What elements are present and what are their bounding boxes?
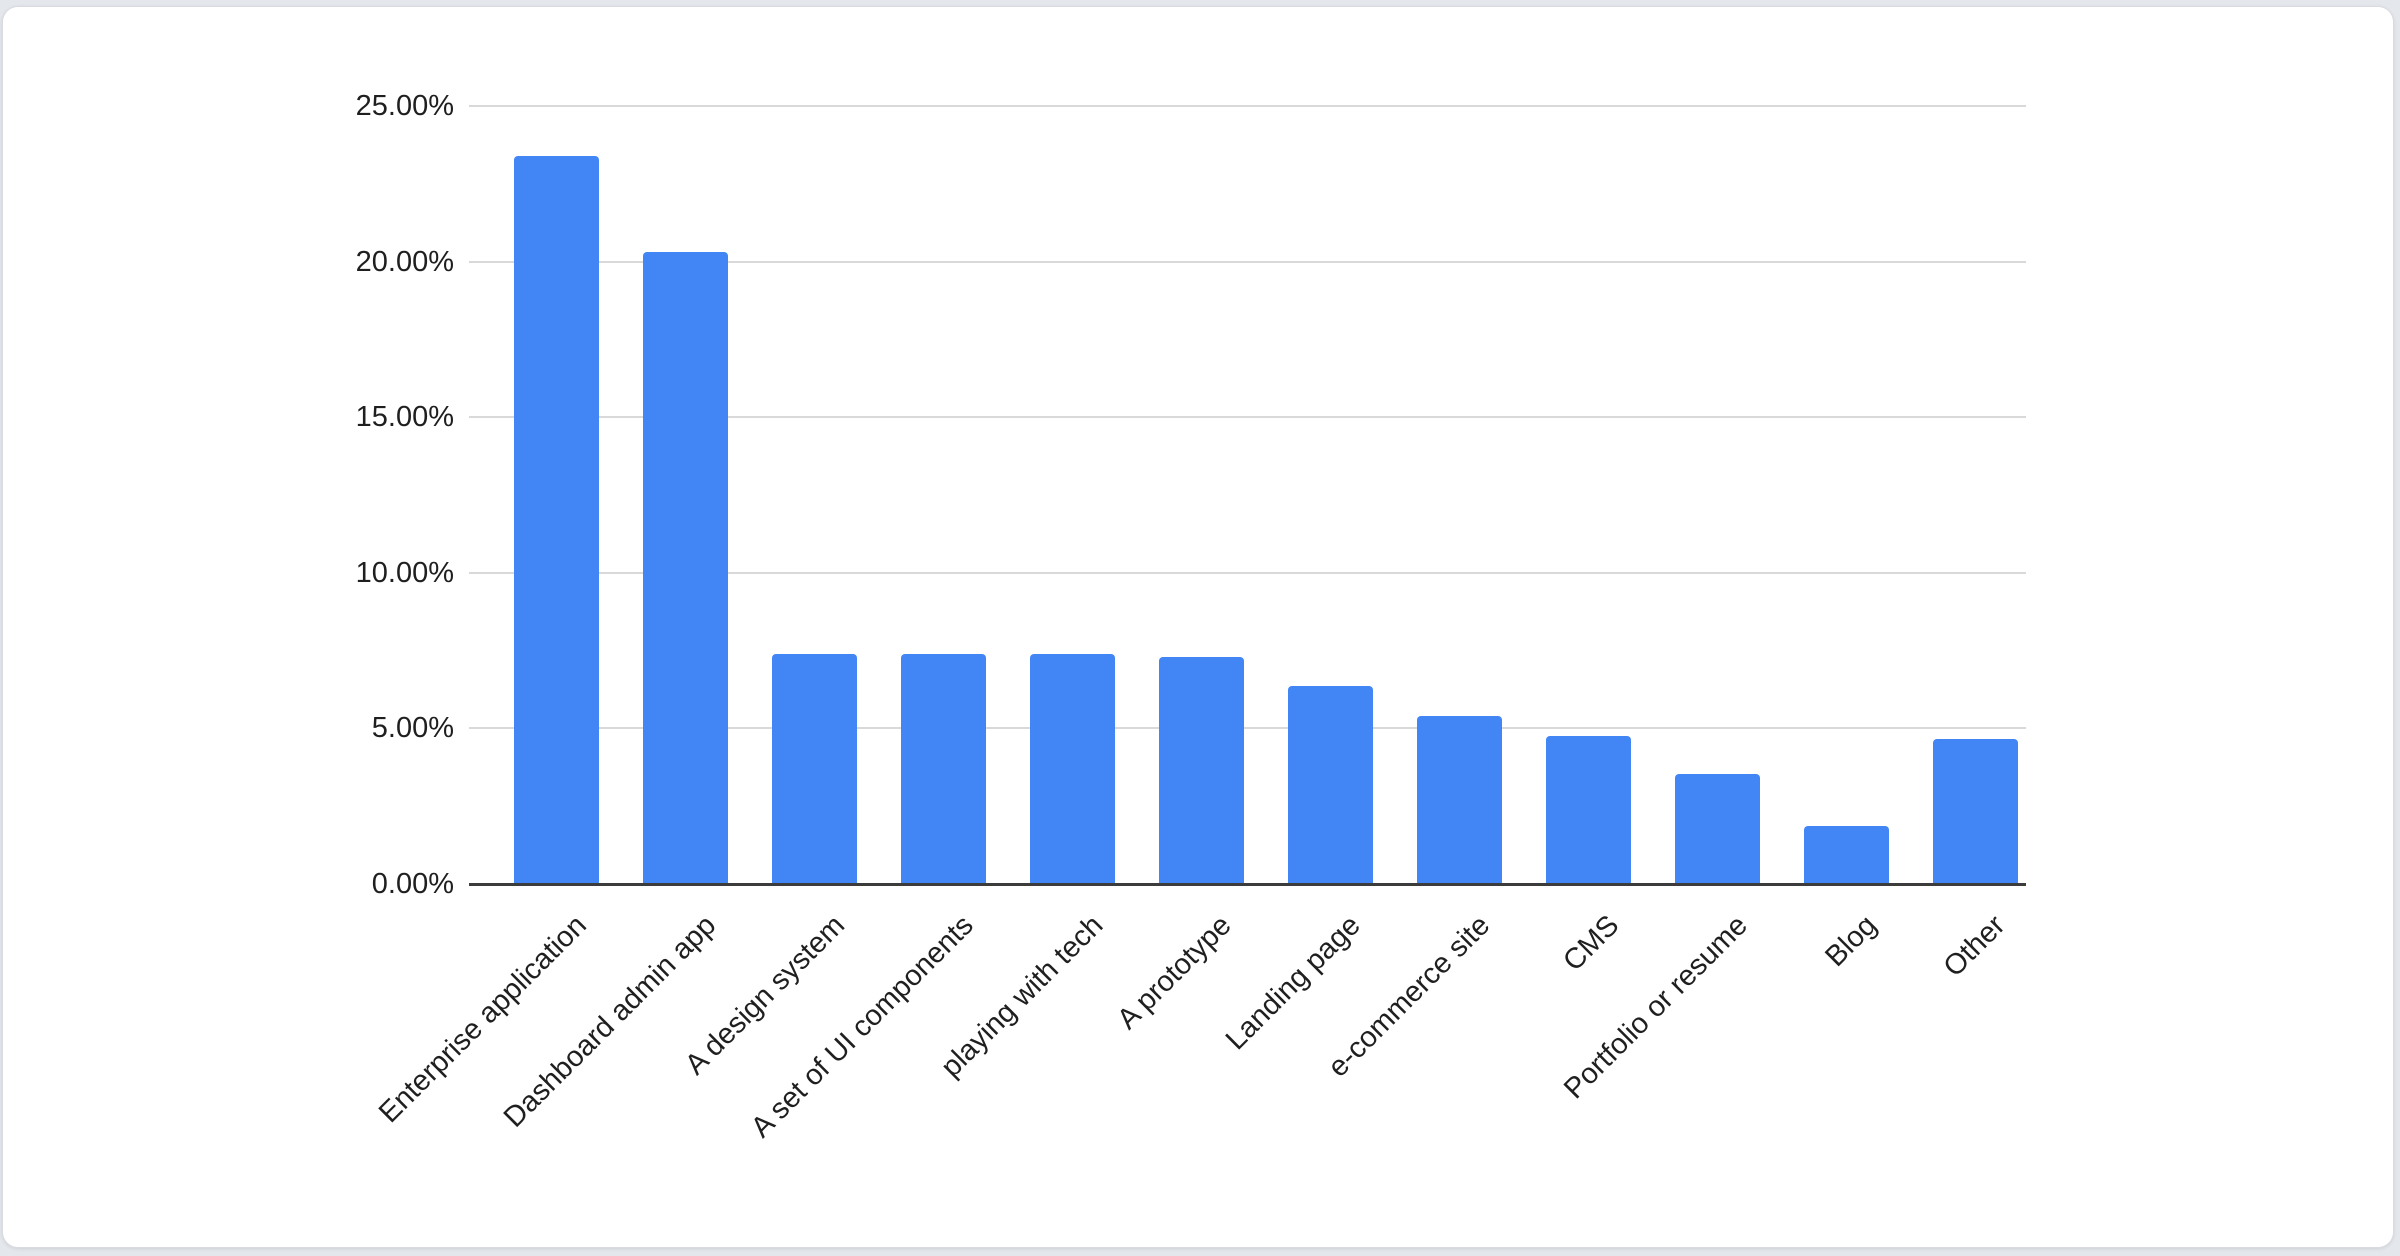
bar-cms — [1546, 736, 1631, 884]
gridline-5.00% — [469, 727, 2026, 729]
bar-a-design-system — [772, 654, 857, 884]
gridline-20.00% — [469, 261, 2026, 263]
gridline-10.00% — [469, 572, 2026, 574]
bar-chart: 0.00% 5.00% 10.00% 15.00% 20.00% 25.00% Enter… — [3, 7, 2395, 1249]
bar-playing-with-tech — [1030, 654, 1115, 884]
bar-dashboard-admin-app — [643, 252, 728, 884]
x-tick-label-dashboard-admin-app: Dashboard admin app — [497, 909, 722, 1134]
y-tick-label-5.00%: 5.00% — [371, 712, 454, 744]
y-tick-label-0.00%: 0.00% — [371, 868, 454, 900]
bar-e-commerce-site — [1417, 716, 1502, 884]
x-axis-line — [469, 883, 2026, 886]
x-tick-label-other: Other — [1938, 909, 2012, 984]
y-tick-label-20.00%: 20.00% — [355, 246, 454, 278]
gridline-25.00% — [469, 105, 2026, 107]
x-tick-label-blog: Blog — [1819, 909, 1883, 973]
bar-portfolio-or-resume — [1675, 774, 1760, 884]
y-tick-label-10.00%: 10.00% — [355, 557, 454, 589]
x-tick-label-a-prototype: A prototype — [1111, 909, 1238, 1036]
x-tick-label-a-set-of-ui-components: A set of UI components — [745, 909, 980, 1144]
gridline-15.00% — [469, 416, 2026, 418]
bar-enterprise-application — [514, 156, 599, 884]
chart-card: 0.00% 5.00% 10.00% 15.00% 20.00% 25.00% Enter… — [2, 6, 2394, 1248]
y-tick-label-25.00%: 25.00% — [355, 90, 454, 122]
bar-a-prototype — [1159, 657, 1244, 884]
x-tick-label-landing-page: Landing page — [1219, 909, 1367, 1057]
bar-other — [1933, 739, 2018, 884]
y-tick-label-15.00%: 15.00% — [355, 401, 454, 433]
bar-blog — [1804, 826, 1889, 884]
x-tick-label-enterprise-application: Enterprise application — [373, 909, 593, 1130]
x-tick-label-cms: CMS — [1556, 909, 1625, 978]
bar-landing-page — [1288, 686, 1373, 884]
bar-a-set-of-ui-components — [901, 654, 986, 884]
